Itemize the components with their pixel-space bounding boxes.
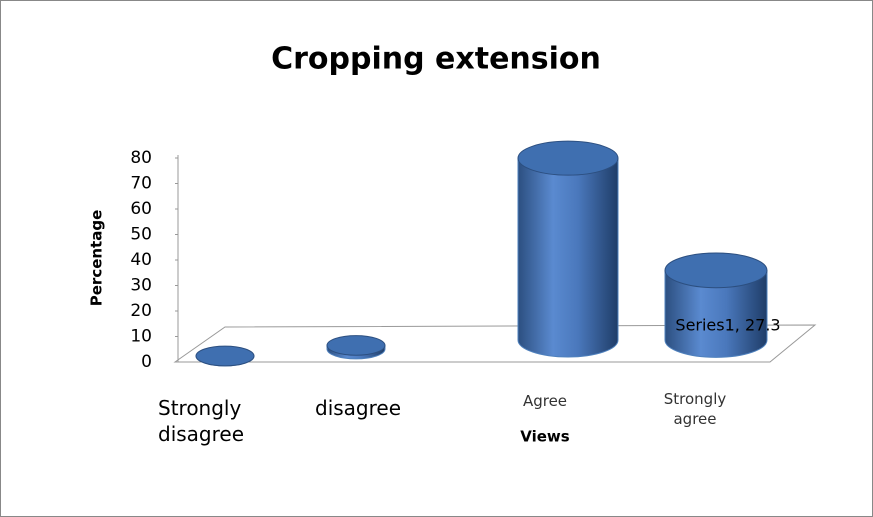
bar-top (517, 140, 619, 176)
y-axis-title: Percentage (88, 210, 106, 307)
bar-body (664, 269, 768, 358)
x-tick-label: disagree (315, 396, 402, 420)
x-tick-label: Agree (522, 392, 568, 410)
bar-body (517, 157, 619, 358)
bar-top (195, 345, 255, 367)
chart-title: Cropping extension (271, 42, 601, 77)
y-tick-label: 70 (130, 174, 152, 194)
x-tick-label: Strongly disagree (158, 396, 245, 446)
bar (517, 140, 619, 358)
y-tick-label: 10 (130, 327, 152, 347)
bar (195, 345, 255, 367)
y-tick-label: 30 (130, 276, 152, 296)
bar-top (664, 252, 768, 289)
y-tick-label: 60 (130, 199, 152, 219)
y-tick-label: 20 (130, 301, 152, 321)
y-tick-label: 80 (130, 148, 152, 168)
y-tick-label: 50 (130, 225, 152, 245)
x-tick-label: Strongly agree (663, 390, 727, 428)
bar-top (326, 335, 386, 356)
y-tick-label: 0 (141, 352, 152, 372)
floor (173, 324, 817, 363)
bar (664, 252, 768, 358)
data-label: Series1, 27.3 (675, 316, 780, 335)
bar (326, 335, 386, 360)
x-axis-title: Views (520, 428, 570, 446)
y-tick-label: 40 (130, 250, 152, 270)
